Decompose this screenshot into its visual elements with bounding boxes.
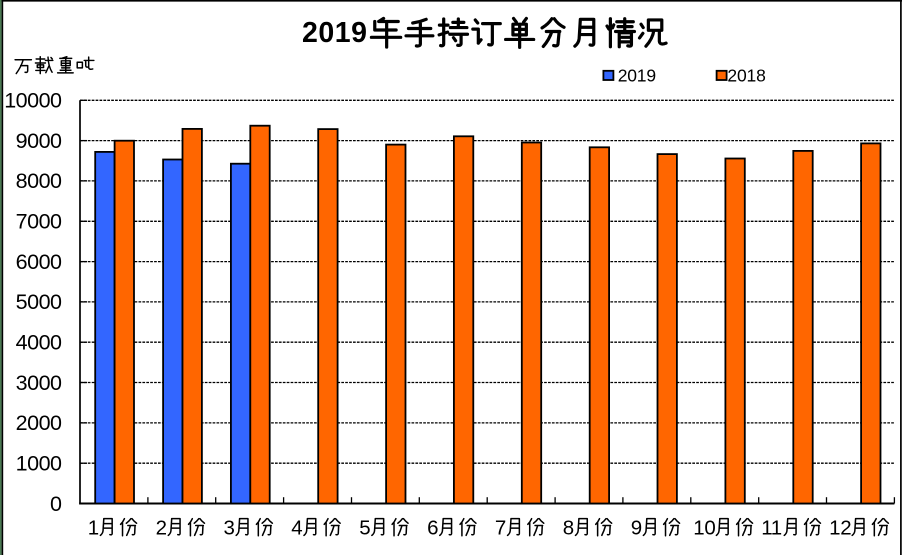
svg-text:3000: 3000 [16, 371, 62, 395]
svg-text:12: 12 [829, 517, 851, 540]
svg-text:10000: 10000 [4, 89, 62, 113]
svg-text:7000: 7000 [16, 210, 62, 234]
svg-text:6000: 6000 [16, 250, 62, 274]
svg-text:8000: 8000 [16, 169, 62, 193]
svg-text:9000: 9000 [16, 129, 62, 153]
svg-text:9: 9 [631, 517, 642, 540]
svg-text:5000: 5000 [16, 290, 62, 314]
svg-text:7: 7 [495, 517, 506, 540]
svg-text:0: 0 [50, 492, 62, 516]
svg-text:2: 2 [156, 517, 167, 540]
svg-text:6: 6 [427, 517, 438, 540]
svg-text:4: 4 [291, 517, 302, 540]
svg-text:11: 11 [761, 517, 782, 540]
svg-text:1: 1 [88, 517, 99, 540]
svg-text:2019: 2019 [618, 66, 656, 86]
svg-text:3: 3 [224, 517, 235, 540]
svg-text:5: 5 [359, 517, 370, 540]
svg-text:2000: 2000 [16, 411, 62, 435]
svg-text:10: 10 [693, 517, 715, 540]
svg-text:4000: 4000 [16, 331, 62, 355]
svg-text:8: 8 [563, 517, 574, 540]
svg-text:1000: 1000 [16, 452, 62, 476]
svg-text:2019: 2019 [302, 17, 367, 49]
svg-text:2018: 2018 [727, 66, 765, 86]
